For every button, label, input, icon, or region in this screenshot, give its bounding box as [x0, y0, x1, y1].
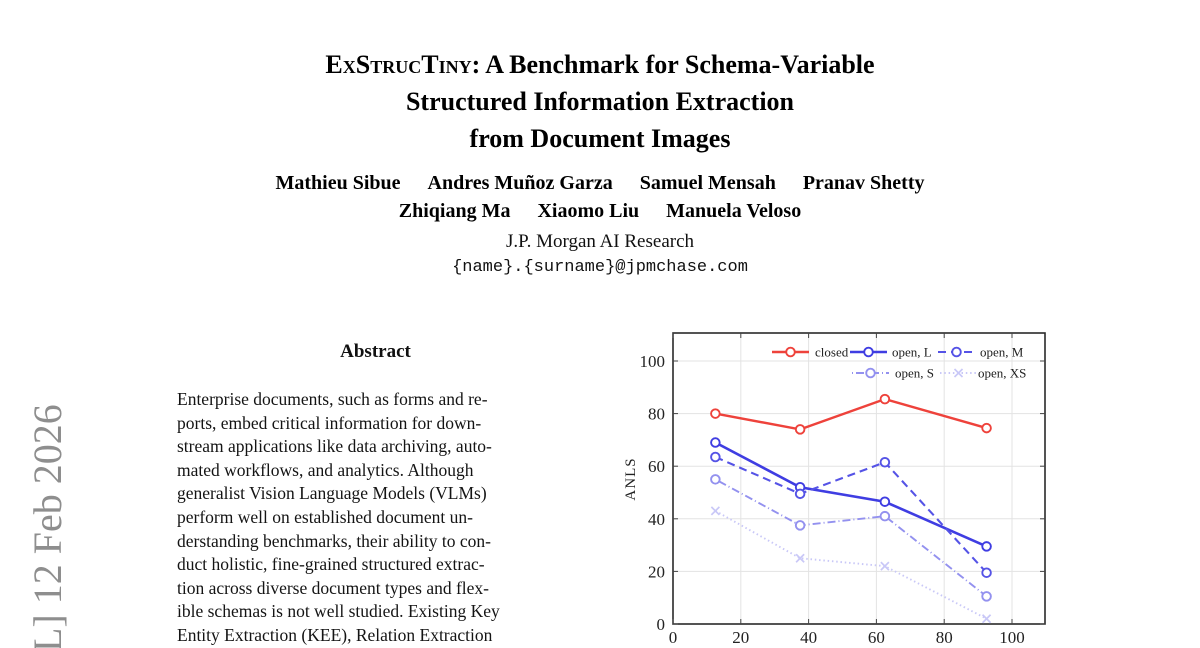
data-point: [981, 567, 992, 578]
data-point: [953, 368, 964, 378]
author-name: Xiaomo Liu: [537, 200, 640, 222]
data-point: [981, 614, 992, 624]
legend-label: closed: [815, 345, 849, 360]
abstract-heading: Abstract: [340, 341, 411, 362]
data-point: [880, 561, 890, 571]
y-tick-label: 60: [648, 457, 665, 476]
data-point: [794, 520, 806, 531]
author-name: Mathieu Sibue: [275, 172, 401, 194]
legend-label: open, XS: [978, 366, 1026, 381]
y-tick-label: 20: [648, 562, 665, 581]
y-tick-label: 100: [640, 352, 666, 371]
y-tick-label: 80: [648, 405, 665, 424]
title-line-1-rest: : A Benchmark for Schema-Variable: [471, 50, 875, 79]
x-tick-label: 100: [999, 628, 1025, 647]
x-tick-label: 20: [732, 628, 749, 647]
data-point: [785, 346, 796, 358]
data-point: [710, 437, 721, 448]
arxiv-watermark: L] 12 Feb 2026: [25, 404, 70, 648]
series-line: [714, 456, 988, 574]
data-point: [879, 457, 891, 468]
data-point: [981, 591, 992, 602]
title-line-3: from Document Images: [469, 124, 731, 153]
abstract-section: Abstract Enterprise documents, such as f…: [177, 341, 574, 648]
author-row-1: Mathieu Sibue Andres Muñoz Garza Samuel …: [0, 172, 1200, 195]
series-line: [714, 441, 988, 548]
data-point: [981, 422, 992, 434]
affiliation: J.P. Morgan AI Research: [505, 231, 695, 252]
author-name: Zhiqiang Ma: [398, 200, 511, 222]
abstract-body: Enterprise documents, such as forms and …: [177, 389, 500, 645]
author-name: Manuela Veloso: [666, 200, 802, 222]
x-tick-label: 60: [868, 628, 885, 647]
x-tick-label: 80: [936, 628, 953, 647]
data-point: [879, 496, 891, 507]
title-line-1: ExStrucTiny: A Benchmark for Schema-Vari…: [0, 46, 1200, 83]
author-name: Pranav Shetty: [802, 172, 925, 194]
x-tick-label: 40: [800, 628, 817, 647]
series-line: [714, 510, 988, 620]
author-row-2: Zhiqiang Ma Xiaomo Liu Manuela Veloso: [0, 200, 1200, 223]
paper-title: ExStrucTiny: A Benchmark for Schema-Vari…: [0, 46, 1200, 157]
data-point: [879, 393, 891, 405]
title-line-2: Structured Information Extraction: [405, 87, 795, 116]
plot-border: [672, 332, 1046, 625]
benchmark-name: ExStrucTiny: [325, 50, 472, 79]
y-tick-label: 40: [648, 510, 665, 529]
author-name: Samuel Mensah: [639, 172, 776, 194]
legend-label: open, M: [980, 345, 1024, 360]
data-point: [879, 510, 891, 522]
data-point: [951, 346, 962, 358]
data-point: [710, 474, 721, 485]
y-axis-label: ANLS: [623, 457, 639, 500]
data-point: [710, 408, 721, 419]
contact-email: {name}.{surname}@jpmchase.com: [452, 258, 748, 277]
series-line: [714, 478, 988, 598]
data-point: [981, 541, 992, 552]
data-point: [795, 553, 805, 563]
data-point: [794, 488, 806, 500]
data-point: [710, 506, 720, 516]
results-line-chart: 0 20 40 60 80 100 0 20 40 60 80 100 ANLS closed open, …: [623, 332, 1046, 647]
series-line: [715, 397, 987, 431]
author-name: Andres Muñoz Garza: [427, 172, 613, 194]
x-tick-label: 0: [669, 628, 678, 647]
data-point: [794, 424, 806, 435]
y-tick-label: 0: [657, 615, 666, 634]
legend-label: open, S: [895, 366, 934, 381]
legend-label: open, L: [892, 345, 932, 360]
data-point: [865, 367, 876, 379]
data-point: [863, 346, 874, 358]
data-point: [710, 451, 721, 463]
